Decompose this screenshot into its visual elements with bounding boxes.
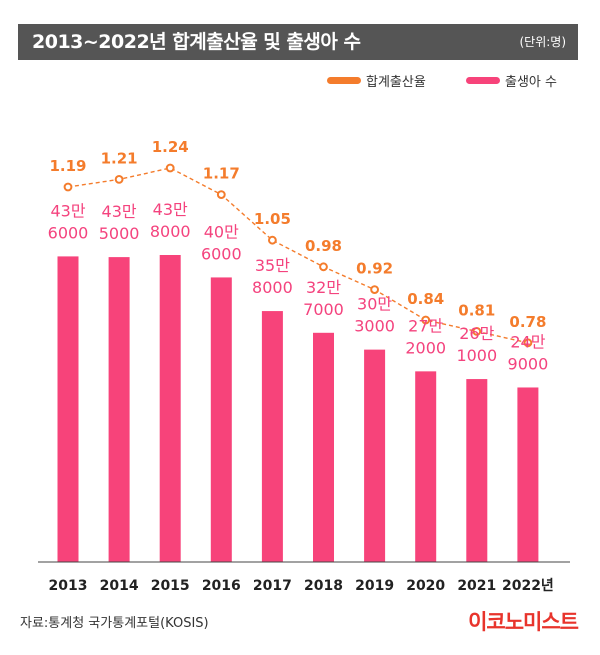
legend-item-tfr: 합계출산율 bbox=[327, 70, 426, 90]
line-point-2015 bbox=[165, 163, 175, 173]
x-tick-label-2020: 2020 bbox=[406, 578, 445, 594]
bar-label-2015-2: 8000 bbox=[150, 222, 191, 241]
tfr-line bbox=[67, 167, 529, 344]
bar-label-2014-2: 5000 bbox=[99, 224, 140, 243]
bar-label-2016-1: 40만 bbox=[204, 222, 239, 241]
bar-2021 bbox=[466, 379, 488, 562]
line-point-2022년 bbox=[523, 338, 533, 348]
bar-label-2022년-1: 24만 bbox=[510, 332, 545, 351]
title-bar: 2013~2022년 합계출산율 및 출생아 수 (단위:명) bbox=[18, 24, 578, 60]
line-label-2015: 1.24 bbox=[152, 138, 189, 156]
x-tick-label-2015: 2015 bbox=[151, 578, 190, 594]
line-point-2013 bbox=[63, 182, 73, 192]
line-point-2019 bbox=[370, 285, 380, 295]
line-point-2017 bbox=[268, 235, 277, 245]
line-label-2018: 0.98 bbox=[305, 237, 342, 255]
x-tick-label-2021: 2021 bbox=[457, 578, 496, 594]
x-tick-label-2019: 2019 bbox=[355, 578, 394, 594]
line-label-2013: 1.19 bbox=[49, 157, 86, 175]
bar-2022년 bbox=[517, 387, 539, 562]
source-note: 자료:통계청 국가통계포털(KOSIS) bbox=[20, 616, 209, 631]
bar-2014 bbox=[108, 257, 130, 562]
bar-label-2019-2: 3000 bbox=[354, 317, 395, 336]
bar-label-2020-2: 2000 bbox=[405, 338, 446, 357]
legend-swatch-births bbox=[466, 76, 500, 84]
bar-2015 bbox=[159, 255, 181, 562]
bar-label-2018-1: 32만 bbox=[306, 278, 341, 297]
bar-label-2022년-2: 9000 bbox=[508, 354, 549, 373]
line-label-2019: 0.92 bbox=[356, 260, 393, 278]
x-tick-label-2016: 2016 bbox=[202, 578, 241, 594]
legend-item-births: 출생아 수 bbox=[466, 70, 557, 90]
x-tick-label-2018: 2018 bbox=[304, 578, 343, 594]
bar-2018 bbox=[313, 332, 334, 562]
bar-label-2021-2: 1000 bbox=[456, 346, 497, 365]
legend-label-births: 출생아 수 bbox=[505, 74, 557, 90]
x-tick-label-2022년: 2022년 bbox=[502, 578, 554, 594]
line-label-2016: 1.17 bbox=[203, 165, 240, 183]
line-point-2018 bbox=[319, 262, 328, 272]
line-point-2014 bbox=[114, 175, 124, 184]
chart-plot-area: 43만 6000 1.19 43만 5000 1.21 43만 8000 1.24 40만 6000… bbox=[38, 138, 570, 594]
line-label-2014: 1.21 bbox=[101, 149, 138, 167]
bar-label-2014-1: 43만 bbox=[102, 202, 137, 221]
x-tick-label-2013: 2013 bbox=[49, 578, 88, 594]
x-tick-label-2014: 2014 bbox=[100, 578, 139, 594]
bar-label-2020-1: 27만 bbox=[408, 316, 443, 335]
bar-2017 bbox=[261, 311, 283, 562]
bar-label-2015-1: 43만 bbox=[153, 200, 188, 219]
bar-2019 bbox=[364, 349, 386, 562]
line-point-2021 bbox=[472, 327, 482, 336]
bar-label-2018-2: 7000 bbox=[303, 300, 344, 319]
bar-label-2013-2: 6000 bbox=[48, 223, 89, 242]
line-label-2022년: 0.78 bbox=[509, 313, 546, 331]
line-label-2020: 0.84 bbox=[407, 290, 444, 308]
legend-swatch-tfr bbox=[327, 76, 361, 84]
bar-label-2019-1: 30만 bbox=[357, 295, 392, 314]
brand-logo: 이코노미스트 bbox=[468, 610, 579, 634]
x-tick-label-2017: 2017 bbox=[253, 578, 292, 594]
line-label-2021: 0.81 bbox=[458, 301, 495, 319]
line-label-2017: 1.05 bbox=[254, 210, 291, 228]
line-point-2016 bbox=[216, 190, 226, 200]
bar-label-2017-2: 8000 bbox=[252, 278, 293, 297]
unit-label: (단위:명) bbox=[519, 35, 566, 49]
bar-label-2013-1: 43만 bbox=[50, 201, 85, 220]
bar-label-2016-2: 6000 bbox=[201, 244, 242, 263]
bar-2020 bbox=[415, 371, 437, 562]
chart-title: 2013~2022년 합계출산율 및 출생아 수 bbox=[32, 31, 361, 53]
bar-2013 bbox=[57, 256, 79, 562]
bar-label-2017-1: 35만 bbox=[255, 256, 290, 275]
bar-2016 bbox=[210, 277, 232, 562]
line-point-2020 bbox=[421, 315, 431, 325]
bar-label-2021-1: 26만 bbox=[459, 324, 494, 343]
legend-label-tfr: 합계출산율 bbox=[366, 74, 426, 90]
